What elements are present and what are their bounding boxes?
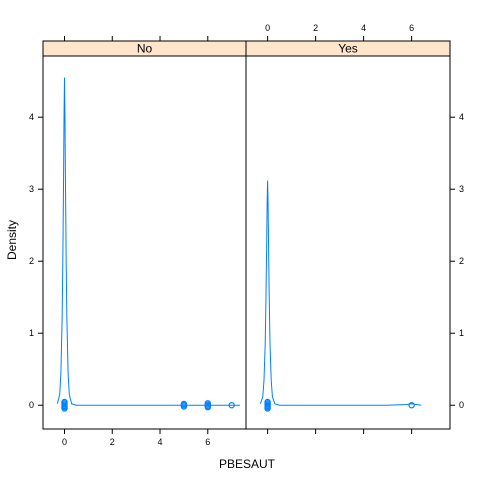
x-tick-label: 6	[409, 23, 414, 33]
x-tick-label: 6	[205, 437, 210, 447]
x-axis-title: PBESAUT	[219, 457, 276, 471]
strip-label: No	[137, 42, 153, 56]
x-tick-label: 2	[313, 23, 318, 33]
panel-frame	[43, 41, 246, 429]
x-tick-label: 4	[361, 23, 366, 33]
density-line	[260, 181, 421, 406]
y-tick-label: 4	[459, 112, 464, 122]
y-tick-label: 3	[29, 184, 34, 194]
y-tick-label: 3	[459, 184, 464, 194]
x-tick-label: 0	[62, 437, 67, 447]
y-axis-title: Density	[5, 220, 19, 260]
y-tick-label: 2	[459, 256, 464, 266]
y-tick-label: 0	[29, 400, 34, 410]
y-tick-label: 0	[459, 400, 464, 410]
x-tick-label: 2	[110, 437, 115, 447]
density-line	[57, 78, 240, 406]
y-tick-label: 1	[459, 328, 464, 338]
x-tick-label: 4	[158, 437, 163, 447]
strip-label: Yes	[338, 42, 358, 56]
panel-frame	[246, 41, 450, 429]
x-tick-label: 0	[265, 23, 270, 33]
panel-no: No 0 2 4 6 0 1 2 3 4	[29, 36, 246, 447]
y-tick-label: 2	[29, 256, 34, 266]
y-tick-label: 4	[29, 112, 34, 122]
y-tick-label: 1	[29, 328, 34, 338]
panel-yes: Yes 0 2 4 6 0 1 2 3 4	[246, 23, 464, 434]
